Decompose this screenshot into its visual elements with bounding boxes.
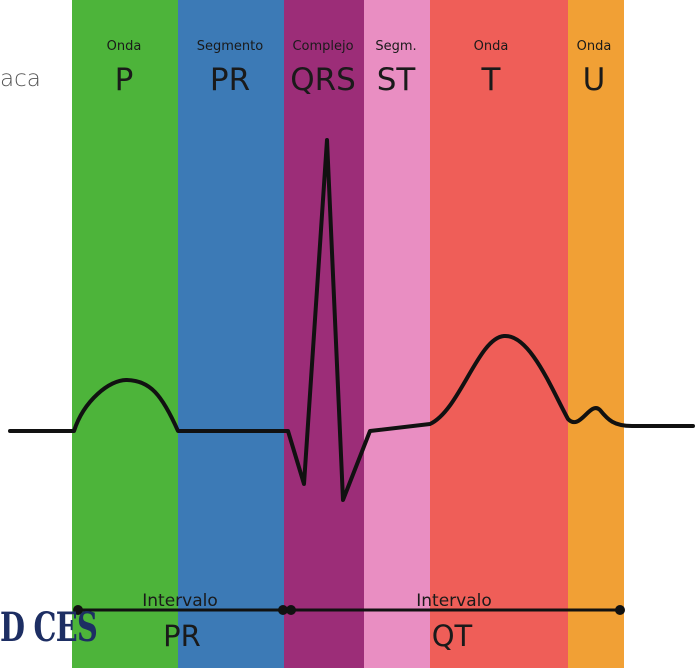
label-pr-big: PR <box>210 62 250 98</box>
interval-qt-end-dot <box>615 605 625 615</box>
label-st-small: Segm. <box>375 39 416 54</box>
label-st-big: ST <box>377 62 417 98</box>
label-pr-small: Segmento <box>197 39 264 54</box>
label-t-small: Onda <box>474 39 509 54</box>
label-t-big: T <box>481 62 502 98</box>
label-u-small: Onda <box>577 39 612 54</box>
label-qrs-big: QRS <box>290 62 356 98</box>
band-p <box>72 0 178 668</box>
interval-qt-big: QT <box>432 619 473 653</box>
interval-pr-start-dot <box>73 605 83 615</box>
partial-caption-text: aca <box>0 66 41 92</box>
interval-pr-big: PR <box>163 619 201 653</box>
interval-pr-small: Intervalo <box>142 591 218 611</box>
label-p-big: P <box>115 62 134 98</box>
band-qrs <box>284 0 364 668</box>
interval-pr-end-dot <box>278 605 288 615</box>
ces-logo: D CES <box>0 604 98 651</box>
band-u <box>568 0 624 668</box>
interval-qt-small: Intervalo <box>416 591 492 611</box>
label-u-big: U <box>583 62 606 98</box>
band-t <box>430 0 568 668</box>
band-pr-segment <box>178 0 284 668</box>
band-st <box>364 0 430 668</box>
interval-qt-start-dot <box>286 605 296 615</box>
label-p-small: Onda <box>107 39 142 54</box>
label-qrs-small: Complejo <box>292 39 353 54</box>
ecg-waveform <box>8 138 695 502</box>
